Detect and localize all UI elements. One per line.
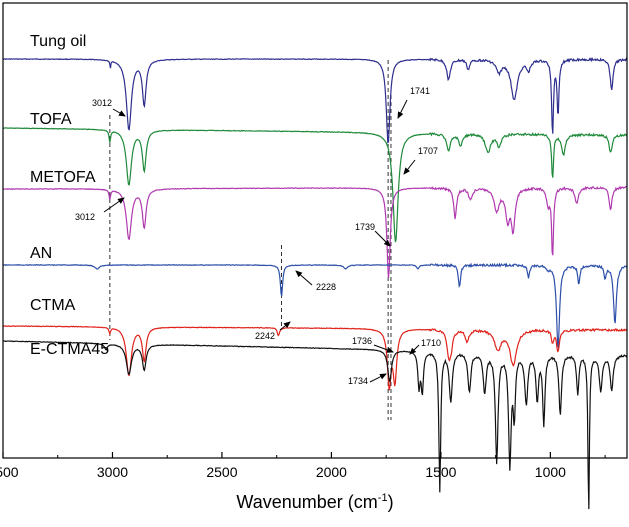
series-label-ctma: CTMA bbox=[30, 297, 76, 314]
annotation-arrow-1736 bbox=[373, 344, 394, 353]
x-tick-label-2000: 2000 bbox=[316, 464, 347, 480]
x-tick-label-1500: 1500 bbox=[425, 464, 456, 480]
x-tick-label-3000: 3000 bbox=[97, 464, 128, 480]
annotation-arrow-1710 bbox=[409, 344, 420, 355]
annotation-label-1734: 1734 bbox=[348, 376, 368, 386]
annotation-label-3012: 3012 bbox=[75, 212, 95, 222]
annotation-label-1741: 1741 bbox=[410, 86, 430, 96]
x-axis-label: Wavenumber (cm-1) bbox=[236, 492, 393, 512]
annotation-arrow-1739 bbox=[374, 230, 391, 247]
annotation-arrow-2228 bbox=[295, 270, 313, 286]
annotation-label-1739: 1739 bbox=[355, 222, 375, 232]
annotation-arrow-2242 bbox=[279, 321, 291, 331]
series-line-metofa bbox=[2, 185, 628, 278]
x-tick-label-2500: 2500 bbox=[206, 464, 237, 480]
series-line-tofa bbox=[2, 127, 628, 243]
x-axis-ticks: 3500 3000 2500 2000 1500 1000 bbox=[0, 452, 606, 480]
series-label-metofa: METOFA bbox=[30, 169, 96, 186]
annotation-label-3012: 3012 bbox=[92, 98, 112, 108]
annotation-arrow-1741 bbox=[397, 99, 408, 119]
annotation-label-2228: 2228 bbox=[316, 282, 336, 292]
annotation-arrow-3012 bbox=[103, 197, 125, 213]
annotation-label-1707: 1707 bbox=[418, 146, 438, 156]
annotation-arrow-1707 bbox=[403, 159, 416, 175]
x-tick-label-3500: 3500 bbox=[0, 464, 19, 480]
annotation-label-1710: 1710 bbox=[421, 338, 441, 348]
series-label-tofa: TOFA bbox=[30, 111, 72, 128]
plot-frame bbox=[2, 2, 628, 459]
series-line-e-ctma45 bbox=[2, 340, 628, 510]
series-label-an: AN bbox=[30, 245, 52, 262]
series-line-ctma bbox=[2, 325, 628, 391]
annotation-arrow-3012 bbox=[112, 108, 126, 117]
annotation-label-1736: 1736 bbox=[352, 336, 372, 346]
plot-layer: Tung oil TOFA METOFA AN CTMA E-CTMA45 3012 1741… bbox=[2, 33, 628, 510]
series-label-e-ctma45: E-CTMA45 bbox=[30, 341, 109, 358]
annotation-arrow-1734 bbox=[369, 373, 387, 383]
x-tick-label-1000: 1000 bbox=[535, 464, 566, 480]
annotation-label-2242: 2242 bbox=[255, 331, 275, 341]
series-line-an bbox=[2, 262, 628, 350]
series-line-tung-oil bbox=[2, 56, 628, 144]
series-label-tung-oil: Tung oil bbox=[30, 33, 86, 50]
